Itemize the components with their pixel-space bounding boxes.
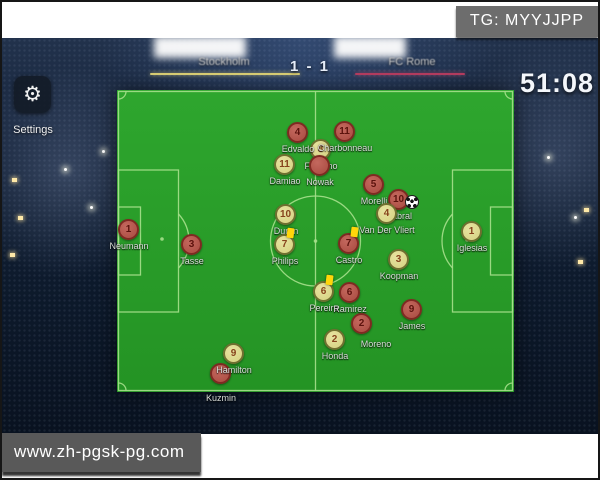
telegram-contact-badge: TG: MYYJJPP bbox=[455, 6, 598, 37]
stadium-light bbox=[18, 216, 23, 220]
floodlight-glint bbox=[547, 156, 550, 159]
floodlight-glint bbox=[90, 206, 93, 209]
censor-blur-patch bbox=[154, 36, 246, 58]
home-team-underline bbox=[150, 73, 300, 75]
floodlight-glint bbox=[574, 216, 577, 219]
gear-icon: ⚙ bbox=[23, 82, 42, 106]
stadium-light bbox=[578, 260, 583, 264]
match-clock: 51:08 bbox=[519, 68, 594, 98]
website-url-badge: www.zh-pgsk-pg.com bbox=[2, 433, 201, 472]
settings-label: Settings bbox=[13, 124, 53, 136]
home-team-name: Stockholm bbox=[198, 56, 250, 68]
floodlight-glint bbox=[64, 168, 67, 171]
settings-button[interactable]: ⚙ bbox=[14, 76, 51, 113]
away-team-name: FC Rome bbox=[388, 56, 436, 68]
away-team-underline bbox=[355, 73, 465, 75]
stadium-light bbox=[12, 178, 17, 182]
floodlight-glint bbox=[102, 150, 105, 153]
pitch bbox=[117, 90, 514, 392]
stadium-light bbox=[10, 253, 15, 257]
stadium-light bbox=[584, 208, 589, 212]
censor-blur-patch bbox=[334, 36, 406, 58]
score-text: 1 - 1 bbox=[289, 58, 330, 75]
pitch-lines bbox=[117, 90, 514, 392]
